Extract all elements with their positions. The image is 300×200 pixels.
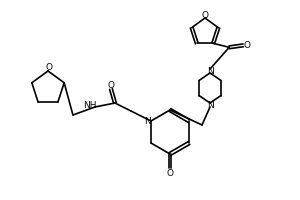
Text: O: O bbox=[244, 41, 251, 50]
Text: N: N bbox=[207, 66, 213, 75]
Text: NH: NH bbox=[83, 102, 97, 110]
Text: O: O bbox=[46, 64, 52, 72]
Text: N: N bbox=[145, 116, 151, 126]
Text: O: O bbox=[202, 11, 208, 21]
Text: O: O bbox=[107, 80, 114, 90]
Text: O: O bbox=[167, 170, 173, 178]
Text: N: N bbox=[207, 100, 213, 110]
